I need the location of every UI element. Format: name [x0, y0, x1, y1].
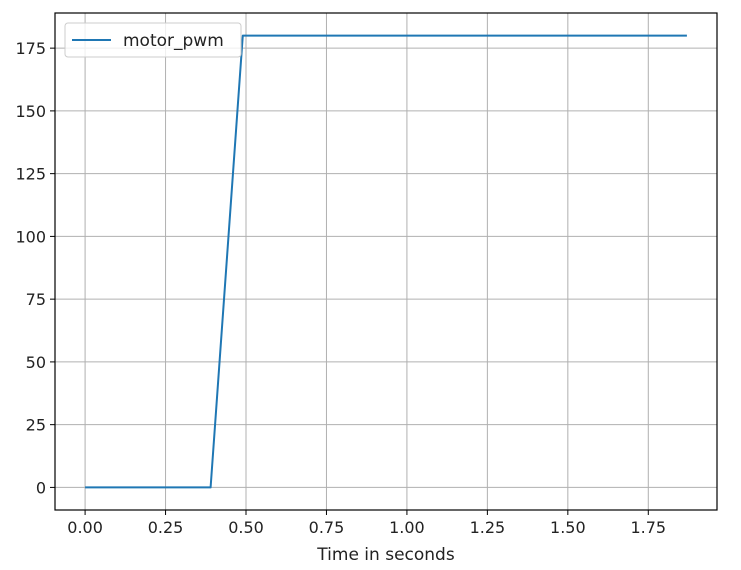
x-tick-label: 1.75	[630, 518, 666, 537]
y-tick-label: 25	[26, 416, 46, 435]
plot-frame	[54, 12, 718, 511]
x-tick-label: 1.50	[550, 518, 586, 537]
series-group	[85, 34, 687, 489]
grid	[55, 13, 717, 510]
y-axis-ticks: 0 25 50 75 100 125 150 175	[15, 39, 55, 497]
legend-label-motor-pwm: motor_pwm	[123, 31, 224, 51]
x-axis-label: Time in seconds	[316, 545, 455, 565]
legend: motor_pwm	[64, 22, 242, 58]
x-tick-label: 0.00	[67, 518, 103, 537]
y-tick-label: 150	[15, 102, 46, 121]
y-tick-label: 50	[26, 353, 46, 372]
x-axis-ticks: 0.00 0.25 0.50 0.75 1.00 1.25 1.50 1.75	[67, 510, 666, 537]
y-tick-label: 175	[15, 39, 46, 58]
y-tick-label: 100	[15, 227, 46, 246]
y-tick-label: 0	[36, 478, 46, 497]
y-tick-label: 125	[15, 165, 46, 184]
y-tick-label: 75	[26, 290, 46, 309]
x-tick-label: 1.25	[470, 518, 506, 537]
legend-box	[64, 22, 242, 58]
x-tick-label: 0.50	[228, 518, 264, 537]
x-tick-label: 0.25	[148, 518, 184, 537]
series-line-motor-pwm	[85, 34, 687, 489]
x-tick-label: 0.75	[309, 518, 345, 537]
x-tick-label: 1.00	[389, 518, 425, 537]
